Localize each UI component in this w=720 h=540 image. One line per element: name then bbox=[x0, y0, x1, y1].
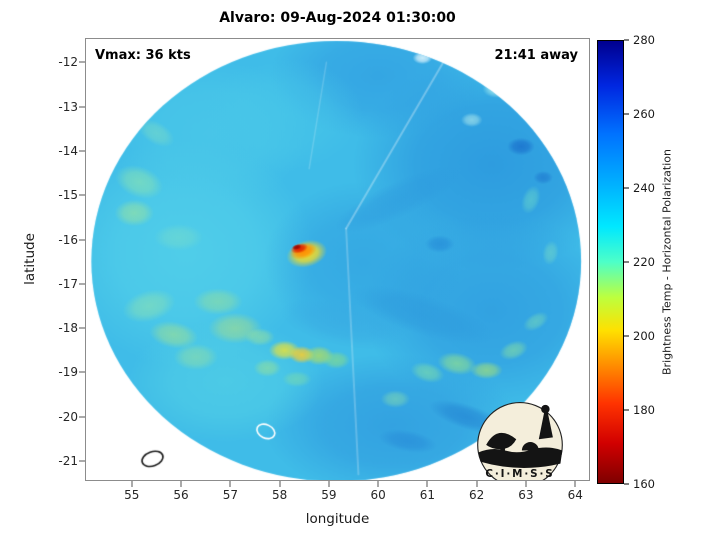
colorbar-tick-mark bbox=[624, 187, 629, 189]
x-tick-mark bbox=[426, 481, 428, 487]
y-tick-mark bbox=[79, 61, 85, 63]
x-tick-label: 59 bbox=[321, 488, 337, 502]
x-tick-mark bbox=[229, 481, 231, 487]
x-tick-mark bbox=[525, 481, 527, 487]
colorbar-tick-mark bbox=[624, 483, 629, 485]
cimss-logo-text: C·I·M·S·S bbox=[485, 468, 554, 480]
y-tick-mark bbox=[79, 283, 85, 285]
y-tick-mark bbox=[79, 460, 85, 462]
radio-tower-icon bbox=[538, 410, 553, 440]
x-tick-label: 62 bbox=[469, 488, 485, 502]
y-tick-label: -15 bbox=[58, 188, 78, 203]
x-tick-mark bbox=[476, 481, 478, 487]
chart-title: Alvaro: 09-Aug-2024 01:30:00 bbox=[219, 10, 456, 26]
y-tick-label: -21 bbox=[58, 454, 78, 469]
x-tick-mark bbox=[131, 481, 133, 487]
colorbar-tick-mark bbox=[624, 113, 629, 115]
x-tick-label: 57 bbox=[222, 488, 238, 502]
y-tick-mark bbox=[79, 194, 85, 196]
colorbar bbox=[597, 40, 624, 484]
colorbar-label: Brightness Temp - Horizontal Polarizatio… bbox=[660, 149, 674, 375]
x-tick-mark bbox=[328, 481, 330, 487]
vmax-annotation: Vmax: 36 kts bbox=[95, 48, 191, 63]
colorbar-tick-mark bbox=[624, 335, 629, 337]
y-tick-mark bbox=[79, 150, 85, 152]
colorbar-tick-mark bbox=[624, 261, 629, 263]
colorbar-tick-label: 280 bbox=[633, 33, 655, 47]
x-tick-label: 58 bbox=[271, 488, 288, 502]
x-tick-mark bbox=[279, 481, 281, 487]
x-tick-mark bbox=[574, 481, 576, 487]
x-tick-label: 55 bbox=[124, 488, 140, 502]
y-tick-label: -12 bbox=[58, 55, 78, 70]
colorbar-tick-mark bbox=[624, 409, 629, 411]
x-tick-label: 60 bbox=[370, 488, 386, 502]
y-tick-mark bbox=[79, 106, 85, 108]
y-tick-label: -13 bbox=[58, 99, 78, 114]
x-tick-label: 61 bbox=[419, 488, 436, 502]
time-away-annotation: 21:41 away bbox=[494, 48, 578, 63]
x-tick-mark bbox=[180, 481, 182, 487]
colorbar-tick-label: 200 bbox=[633, 329, 655, 343]
y-tick-mark bbox=[79, 327, 85, 329]
colorbar-tick-label: 240 bbox=[633, 181, 655, 195]
colorbar-tick-label: 260 bbox=[633, 107, 655, 121]
x-tick-label: 64 bbox=[567, 488, 583, 502]
x-tick-mark bbox=[377, 481, 379, 487]
x-axis-label: longitude bbox=[305, 511, 370, 527]
cimss-logo: C·I·M·S·S bbox=[473, 396, 567, 481]
x-tick-label: 63 bbox=[518, 488, 534, 502]
dish-pedestal bbox=[500, 446, 505, 455]
radar-dish-icon bbox=[486, 432, 517, 450]
y-tick-label: -20 bbox=[58, 409, 78, 424]
observatory-dome-icon bbox=[521, 442, 539, 451]
y-tick-label: -17 bbox=[58, 276, 78, 291]
x-tick-label: 56 bbox=[173, 488, 189, 502]
y-tick-mark bbox=[79, 371, 85, 373]
tower-dish-icon bbox=[541, 404, 550, 414]
colorbar-tick-label: 160 bbox=[633, 477, 655, 491]
y-tick-label: -14 bbox=[58, 143, 78, 158]
colorbar-tick-label: 180 bbox=[633, 403, 655, 417]
y-tick-mark bbox=[79, 239, 85, 241]
plot-area: Vmax: 36 kts 21:41 away C·I·M·S·S bbox=[85, 38, 590, 481]
y-tick-label: -19 bbox=[58, 365, 78, 380]
cimss-logo-svg: C·I·M·S·S bbox=[477, 402, 563, 481]
ground-silhouette bbox=[478, 447, 563, 468]
y-axis-label: latitude bbox=[22, 233, 38, 285]
y-tick-mark bbox=[79, 416, 85, 418]
y-tick-label: -18 bbox=[58, 321, 78, 336]
colorbar-tick-mark bbox=[624, 39, 629, 41]
y-tick-label: -16 bbox=[58, 232, 78, 247]
colorbar-tick-label: 220 bbox=[633, 255, 655, 269]
